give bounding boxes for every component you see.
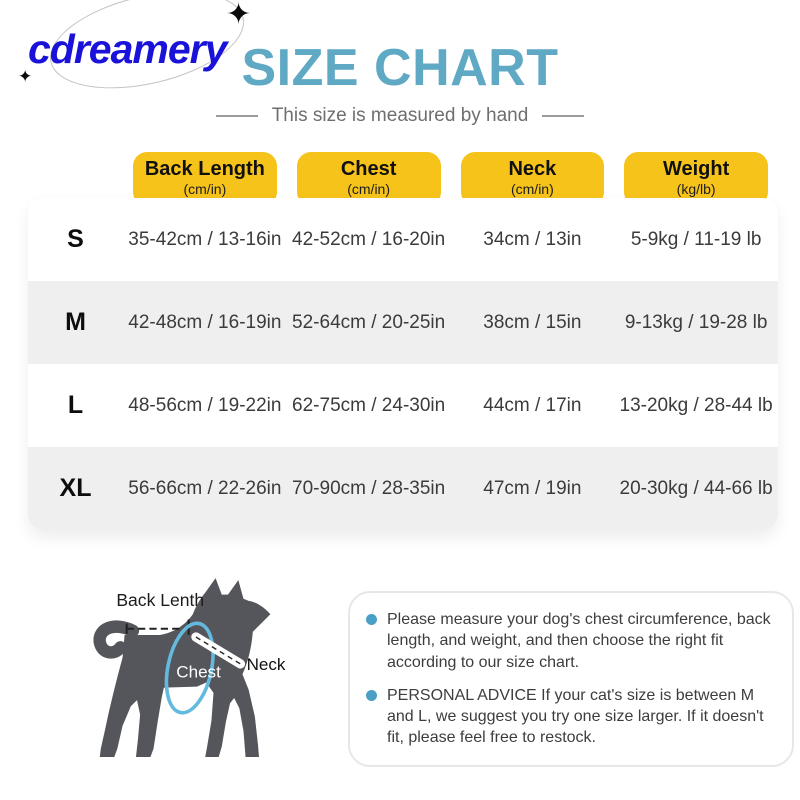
page-subtitle-text: This size is measured by hand xyxy=(271,105,529,126)
chest-measure-ellipse xyxy=(164,621,215,715)
column-header-unit: (cm/in) xyxy=(347,181,391,197)
column-header-label: Back Length xyxy=(144,158,265,180)
size-label: M xyxy=(65,308,86,336)
neck-value: 44cm / 17in xyxy=(483,394,582,416)
size-label: L xyxy=(67,391,84,419)
chest-value: 62-75cm / 24-30in xyxy=(292,394,446,416)
column-header-label: Neck xyxy=(508,158,557,180)
column-header-unit: (cm/in) xyxy=(183,181,227,197)
weight-value: 5-9kg / 11-19 lb xyxy=(630,228,762,250)
note-text: PERSONAL ADVICE If your cat's size is be… xyxy=(387,686,764,747)
sparkle-icon: ✦ xyxy=(226,0,252,31)
neck-value: 47cm / 19in xyxy=(483,477,582,499)
dog-tail xyxy=(93,620,140,659)
page-title: SIZE CHART xyxy=(241,39,559,97)
table-row-m: M 42-48cm / 16-19in 52-64cm / 20-25in 38… xyxy=(28,281,778,364)
dog-measurement-diagram: Back Lenth Chest Neck xyxy=(93,578,286,757)
column-header-back-length: Back Length (cm/in) xyxy=(133,152,277,206)
size-label: S xyxy=(67,225,84,253)
size-label: XL xyxy=(59,474,92,502)
neck-value: 38cm / 15in xyxy=(483,311,582,333)
column-header-neck: Neck (cm/in) xyxy=(460,152,605,206)
column-headers: Back Length (cm/in) Chest (cm/in) Neck (… xyxy=(28,152,778,206)
notes-panel: Please measure your dog's chest circumfe… xyxy=(348,591,794,767)
bullet-icon xyxy=(366,614,377,625)
chest-value: 52-64cm / 20-25in xyxy=(292,311,446,333)
column-header-chest: Chest (cm/in) xyxy=(296,152,441,206)
subtitle-dash-right xyxy=(542,115,585,117)
header: SIZE CHART This size is measured by hand xyxy=(0,38,800,127)
column-header-weight: Weight (kg/lb) xyxy=(624,152,768,206)
column-header-label: Chest xyxy=(340,158,397,180)
chest-value: 70-90cm / 28-35in xyxy=(292,477,446,499)
neck-label: Neck xyxy=(247,655,286,674)
back-length-label: Back Lenth xyxy=(116,590,204,610)
back-length-value: 56-66cm / 22-26in xyxy=(128,477,282,499)
size-table: S 35-42cm / 13-16in 42-52cm / 16-20in 34… xyxy=(28,198,778,530)
note-item: PERSONAL ADVICE If your cat's size is be… xyxy=(366,685,778,749)
table-row-l: L 48-56cm / 19-22in 62-75cm / 24-30in 44… xyxy=(28,364,778,447)
weight-value: 13-20kg / 28-44 lb xyxy=(619,394,773,416)
neck-collar-band xyxy=(191,632,246,669)
bullet-icon xyxy=(366,689,377,701)
back-length-value: 48-56cm / 19-22in xyxy=(128,394,282,416)
chest-label: Chest xyxy=(176,662,221,681)
back-length-value: 42-48cm / 16-19in xyxy=(128,311,282,333)
weight-value: 20-30kg / 44-66 lb xyxy=(619,477,773,499)
column-header-unit: (kg/lb) xyxy=(676,181,716,197)
page-subtitle: This size is measured by hand xyxy=(0,105,800,127)
brand-logo: ✦ ✦ cdreamery xyxy=(18,0,268,120)
dog-silhouette xyxy=(99,578,271,757)
chest-value: 42-52cm / 16-20in xyxy=(292,228,446,250)
sparkle-icon: ✦ xyxy=(18,67,33,86)
note-text: Please measure your dog's chest circumfe… xyxy=(387,611,771,671)
weight-value: 9-13kg / 19-28 lb xyxy=(624,311,768,333)
brand-logo-text: cdreamery xyxy=(28,26,227,72)
note-item: Please measure your dog's chest circumfe… xyxy=(366,609,778,673)
subtitle-dash-left xyxy=(215,115,258,117)
column-header-label: Weight xyxy=(662,158,730,180)
neck-value: 34cm / 13in xyxy=(483,228,582,250)
table-row-s: S 35-42cm / 13-16in 42-52cm / 16-20in 34… xyxy=(28,198,778,281)
back-length-value: 35-42cm / 13-16in xyxy=(128,228,282,250)
column-header-unit: (cm/in) xyxy=(510,181,554,197)
table-row-xl: XL 56-66cm / 22-26in 70-90cm / 28-35in 4… xyxy=(28,447,778,530)
